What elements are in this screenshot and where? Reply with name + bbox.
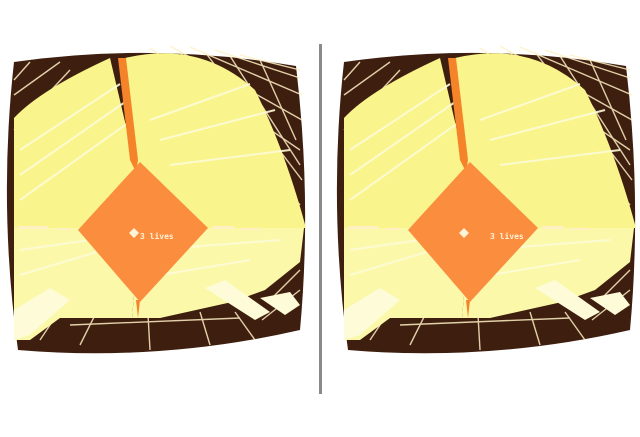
right-eye-scene <box>335 45 637 355</box>
left-lives-counter: 3 lives <box>140 231 174 241</box>
eye-divider <box>319 44 322 394</box>
left-eye-scene <box>5 45 308 355</box>
right-lives-counter: 3 lives <box>490 231 524 241</box>
right-eye-view: 3 lives <box>335 45 637 355</box>
left-eye-view: 3 lives <box>5 45 308 355</box>
